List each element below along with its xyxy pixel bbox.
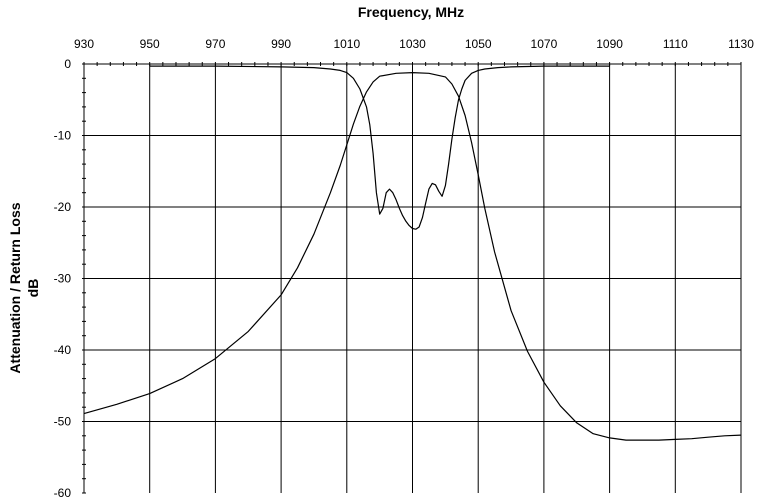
y-tick-label: 0 [64, 57, 71, 71]
x-tick-label: 950 [140, 37, 160, 51]
x-tick-label: 1010 [333, 37, 360, 51]
x-tick-label: 970 [205, 37, 225, 51]
series-group [83, 65, 742, 441]
y-tick-labels: 0 -10 -20 -30 -40 -50 -60 [54, 57, 72, 500]
series-line-2 [149, 65, 610, 230]
y-tick-label: -50 [54, 415, 72, 429]
x-tick-label: 1110 [663, 37, 688, 51]
x-tick-label: 1070 [531, 37, 558, 51]
x-tick-label: 930 [74, 37, 94, 51]
x-tick-label: 1130 [728, 37, 754, 51]
y-tick-label: -10 [54, 129, 72, 143]
y-axis-label-line2: dB [25, 279, 41, 298]
y-axis-label-line1: Attenuation / Return Loss [7, 202, 23, 373]
y-tick-label: -60 [54, 486, 72, 500]
minor-ticks [82, 62, 742, 494]
series-line-1 [83, 71, 742, 441]
x-tick-label: 1050 [465, 37, 492, 51]
y-axis-label: Attenuation / Return Loss dB [7, 202, 41, 373]
x-tick-label: 1030 [399, 37, 426, 51]
y-tick-label: -40 [54, 343, 72, 357]
x-tick-labels: 930 950 970 990 1010 1030 1050 1070 1090 1110 1130 [74, 37, 754, 51]
x-tick-label: 1090 [596, 37, 623, 51]
grid [83, 63, 742, 493]
y-tick-label: -30 [54, 272, 72, 286]
y-tick-label: -20 [54, 200, 72, 214]
x-tick-label: 990 [271, 37, 291, 51]
chart-title: Frequency, MHz [358, 4, 464, 20]
